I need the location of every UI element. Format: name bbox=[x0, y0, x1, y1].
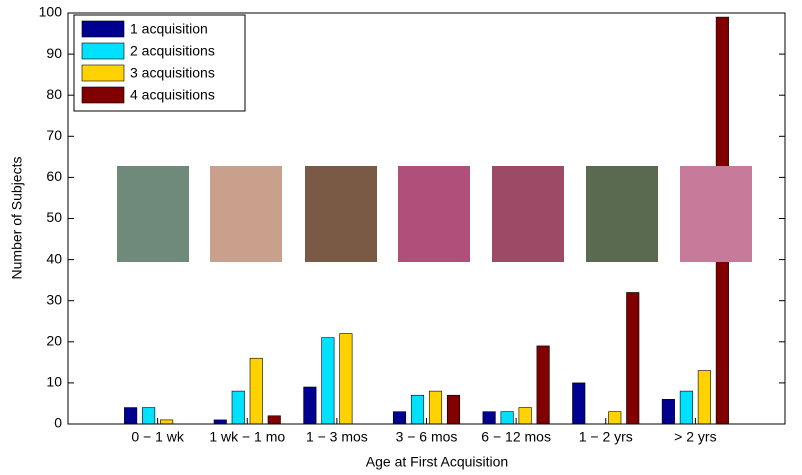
bar bbox=[661, 399, 675, 425]
bar bbox=[339, 333, 353, 425]
y-tick-label: 100 bbox=[39, 4, 63, 20]
photo-strip bbox=[117, 166, 752, 262]
y-tick-label: 70 bbox=[46, 127, 62, 143]
bar bbox=[428, 390, 443, 425]
photo bbox=[305, 166, 377, 262]
y-tick-label: 80 bbox=[46, 86, 62, 102]
bar bbox=[482, 411, 496, 425]
photo bbox=[492, 166, 564, 262]
photo bbox=[210, 166, 282, 262]
legend-label: 4 acquisitions bbox=[130, 87, 215, 103]
bar bbox=[160, 419, 174, 425]
x-tick-label: 1 wk − 1 mo bbox=[209, 429, 285, 445]
bar bbox=[446, 394, 461, 425]
y-tick-label: 50 bbox=[46, 209, 62, 225]
legend-swatch bbox=[81, 64, 125, 82]
y-tick-label: 0 bbox=[54, 415, 62, 431]
legend-swatch bbox=[81, 86, 125, 104]
x-axis-label: Age at First Acquisition bbox=[366, 454, 508, 470]
bar bbox=[249, 357, 263, 425]
bar bbox=[500, 411, 514, 425]
x-tick-label: 1 − 3 mos bbox=[306, 429, 368, 445]
bar bbox=[267, 415, 281, 425]
bar bbox=[142, 407, 156, 425]
bar bbox=[231, 390, 245, 425]
photo bbox=[117, 166, 189, 262]
bar bbox=[392, 411, 407, 425]
photo bbox=[586, 166, 658, 262]
bar bbox=[321, 337, 335, 425]
bar bbox=[536, 345, 550, 425]
photo bbox=[398, 166, 470, 262]
y-tick-label: 30 bbox=[46, 291, 62, 307]
bar bbox=[697, 370, 711, 425]
y-tick-label: 60 bbox=[46, 168, 62, 184]
bar bbox=[572, 382, 586, 425]
legend-swatch bbox=[81, 20, 125, 38]
legend-label: 2 acquisitions bbox=[130, 43, 215, 59]
bar bbox=[518, 407, 532, 425]
y-tick-label: 10 bbox=[46, 374, 62, 390]
bar bbox=[608, 411, 622, 425]
y-tick-label: 90 bbox=[46, 45, 62, 61]
bar bbox=[626, 292, 640, 425]
photo bbox=[680, 166, 752, 262]
y-tick-label: 40 bbox=[46, 250, 62, 266]
x-tick-label: > 2 yrs bbox=[674, 429, 716, 445]
bar bbox=[213, 419, 227, 425]
x-tick-label: 6 − 12 mos bbox=[481, 429, 551, 445]
bar bbox=[303, 386, 317, 425]
bar bbox=[410, 394, 425, 425]
bar bbox=[679, 390, 693, 425]
bar bbox=[124, 407, 138, 425]
y-axis-label: Number of Subjects bbox=[9, 157, 25, 280]
x-tick-label: 0 − 1 wk bbox=[131, 429, 185, 445]
legend-swatch bbox=[81, 42, 125, 60]
x-tick-label: 3 − 6 mos bbox=[396, 429, 458, 445]
y-tick-label: 20 bbox=[46, 333, 62, 349]
legend-label: 1 acquisition bbox=[130, 21, 208, 37]
x-tick-label: 1 − 2 yrs bbox=[579, 429, 633, 445]
legend-label: 3 acquisitions bbox=[130, 65, 215, 81]
